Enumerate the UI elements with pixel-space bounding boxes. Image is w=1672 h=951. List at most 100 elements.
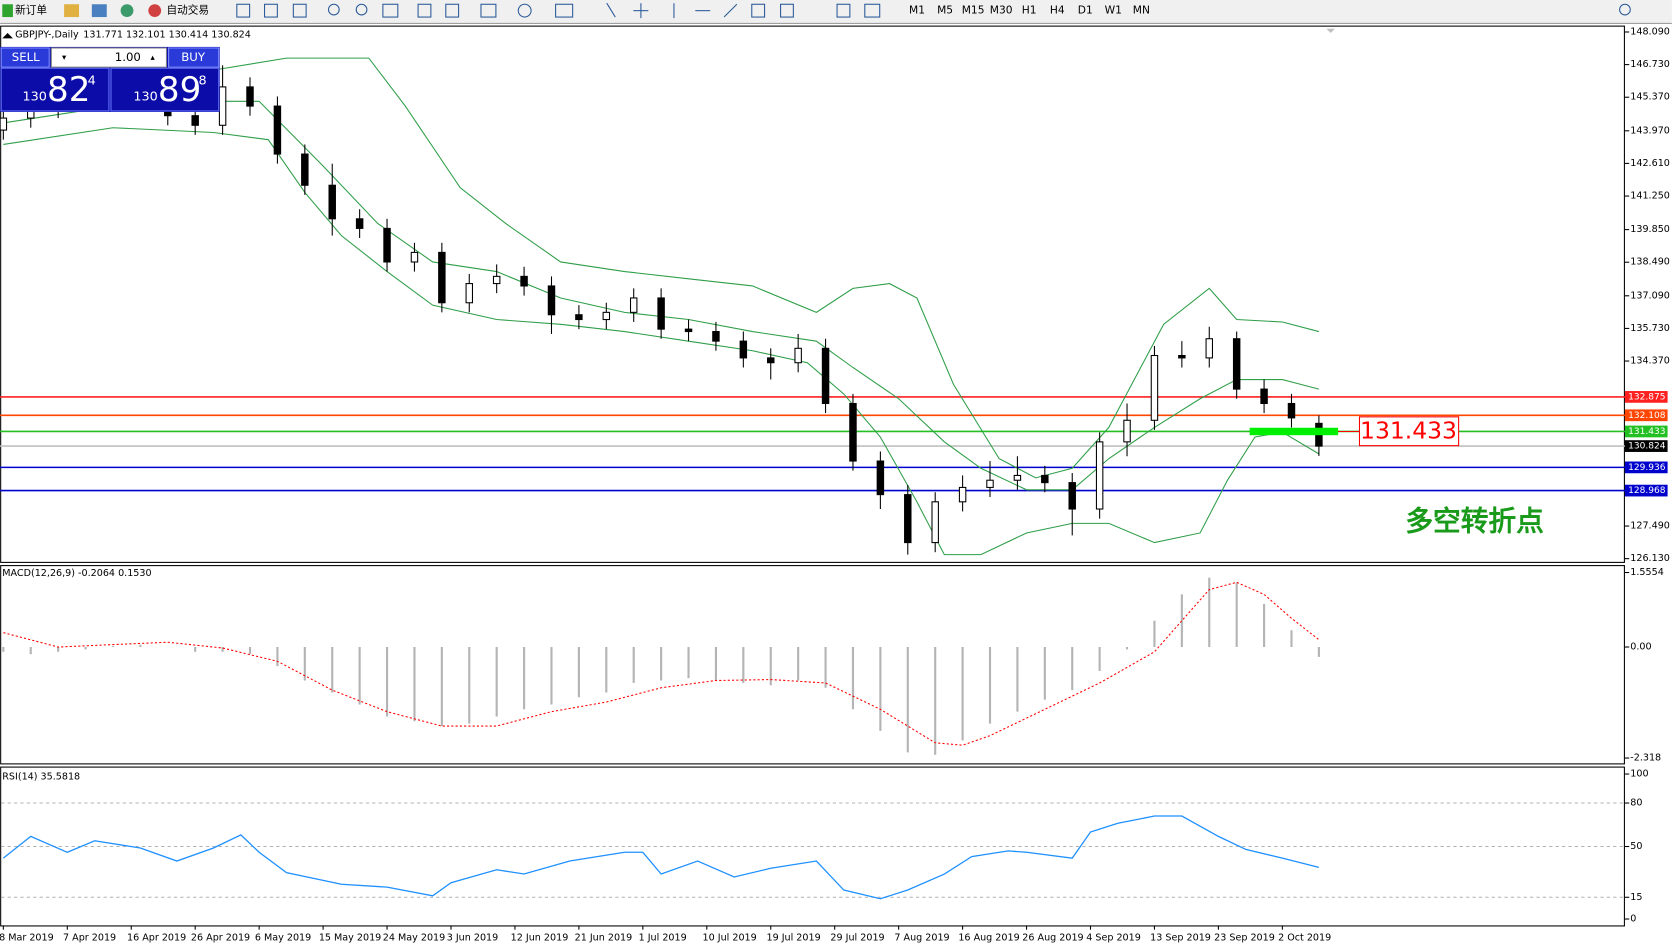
candle-body [958, 486, 967, 503]
sell-button[interactable] [0, 47, 50, 68]
price-level-tag [1624, 484, 1668, 497]
candle-body [602, 311, 611, 321]
y-tick-label: 148.090 [1630, 26, 1670, 37]
x-tick-label: 16 Apr 2019 [127, 933, 186, 944]
new-order[interactable]: 新订单 [15, 4, 47, 17]
candle-body [246, 86, 254, 107]
annotation-price: 131.433 [1360, 416, 1457, 444]
tool-icon[interactable] [780, 3, 794, 18]
candle-body [1260, 388, 1268, 405]
buy-button[interactable] [168, 47, 220, 68]
y-tick-label: 134.370 [1630, 356, 1670, 367]
tool-icon[interactable] [64, 4, 80, 18]
y-tick-label: 143.970 [1630, 125, 1670, 136]
tool-icon[interactable] [120, 4, 134, 18]
candle-body [1232, 338, 1241, 390]
y-tick-label: 142.610 [1630, 158, 1670, 169]
timeframe-button[interactable]: M1 [909, 4, 925, 17]
price-level-tag [1624, 391, 1668, 403]
tool-icon[interactable] [836, 3, 851, 18]
price-level-label: 129.936 [1628, 463, 1666, 473]
candle-body [218, 86, 227, 126]
cursor-tool[interactable] [606, 2, 616, 18]
toolbar [0, 0, 1672, 24]
new-order-icon[interactable] [2, 4, 13, 18]
timeframe-button[interactable]: M15 [962, 4, 985, 17]
rsi-title: RSI(14) 35.5818 [2, 772, 80, 783]
auto-trade[interactable]: 自动交易 [166, 4, 209, 17]
lot-up[interactable]: ▴ [150, 53, 155, 63]
candle-body [712, 331, 720, 342]
y-tick-label: 15 [1630, 892, 1642, 903]
tool-icon[interactable] [417, 3, 432, 18]
candle-body [1095, 441, 1104, 510]
rsi-line [2, 815, 1320, 900]
candle-body [1287, 402, 1296, 419]
tool-icon[interactable] [236, 3, 251, 18]
main-panel [0, 25, 1625, 563]
tool-icon[interactable] [517, 3, 532, 18]
auto-trade-icon[interactable] [148, 4, 162, 18]
timeframe-button[interactable]: W1 [1105, 4, 1122, 17]
tool-icon[interactable] [91, 4, 107, 18]
zoom-in[interactable] [327, 3, 340, 16]
candle-body [191, 115, 199, 126]
candle-body [876, 460, 885, 496]
tool-icon[interactable] [480, 3, 497, 18]
price-level-tag [1624, 440, 1668, 452]
y-tick-label: 141.250 [1630, 191, 1670, 202]
tool-icon[interactable] [555, 3, 574, 18]
bollinger-band [3, 57, 1319, 479]
candle-body [684, 328, 693, 333]
x-tick-label: 2 Oct 2019 [1278, 933, 1331, 944]
candle-body [410, 251, 419, 263]
annotation-note: 多空转折点 [1405, 504, 1544, 537]
y-tick-label: 0.00 [1630, 642, 1651, 653]
candle-body [821, 347, 830, 405]
ask-box[interactable] [110, 67, 220, 112]
x-tick-label: 24 May 2019 [383, 933, 445, 944]
candle-body [1068, 482, 1076, 510]
x-tick-label: 10 Jul 2019 [703, 933, 757, 944]
timeframe-button[interactable]: MN [1133, 4, 1150, 17]
candle-body [849, 402, 857, 462]
tool-icon[interactable] [292, 3, 307, 18]
search[interactable] [1619, 3, 1631, 16]
lot-value[interactable]: 1.00 [115, 50, 141, 64]
ask-big: 130 [133, 90, 157, 105]
tool-icon[interactable] [864, 3, 881, 18]
x-tick-label: 7 Aug 2019 [894, 933, 949, 944]
zoom-out[interactable] [355, 3, 368, 16]
lot-down[interactable]: ▾ [62, 53, 67, 63]
candle-body [1178, 354, 1186, 359]
timeframe-button[interactable]: M5 [937, 4, 953, 17]
candle-body [767, 357, 775, 364]
candle-body [1041, 474, 1049, 484]
tool-icon[interactable] [264, 3, 278, 18]
lot-field[interactable] [50, 47, 167, 68]
sell-label[interactable]: SELL [12, 50, 40, 64]
y-tick-label: 135.730 [1630, 323, 1670, 334]
x-tick-label: 26 Apr 2019 [191, 933, 250, 944]
price-level-label: 128.968 [1628, 486, 1666, 496]
turning-point-marker [1249, 427, 1339, 436]
timeframe-button[interactable]: H1 [1022, 4, 1037, 17]
bid-small: 4 [88, 74, 96, 89]
x-tick-label: 13 Sep 2019 [1150, 933, 1211, 944]
x-tick-label: 6 May 2019 [255, 933, 311, 944]
timeframe-button[interactable]: D1 [1078, 4, 1093, 17]
bid-box[interactable] [0, 67, 110, 112]
buy-label[interactable]: BUY [181, 50, 206, 64]
trend-tool[interactable] [723, 3, 738, 18]
x-tick-label: 1 Jul 2019 [639, 933, 687, 944]
timeframe-button[interactable]: M30 [990, 4, 1013, 17]
timeframe-button[interactable]: H4 [1050, 4, 1065, 17]
x-tick-label: 16 Aug 2019 [958, 933, 1019, 944]
y-tick-label: 137.090 [1630, 290, 1670, 301]
macd-title: MACD(12,26,9) -0.2064 0.1530 [2, 568, 151, 579]
tool-icon[interactable] [445, 3, 460, 18]
tool-icon[interactable] [751, 3, 766, 18]
candle-body [1123, 419, 1131, 443]
tool-icon[interactable] [382, 3, 399, 18]
